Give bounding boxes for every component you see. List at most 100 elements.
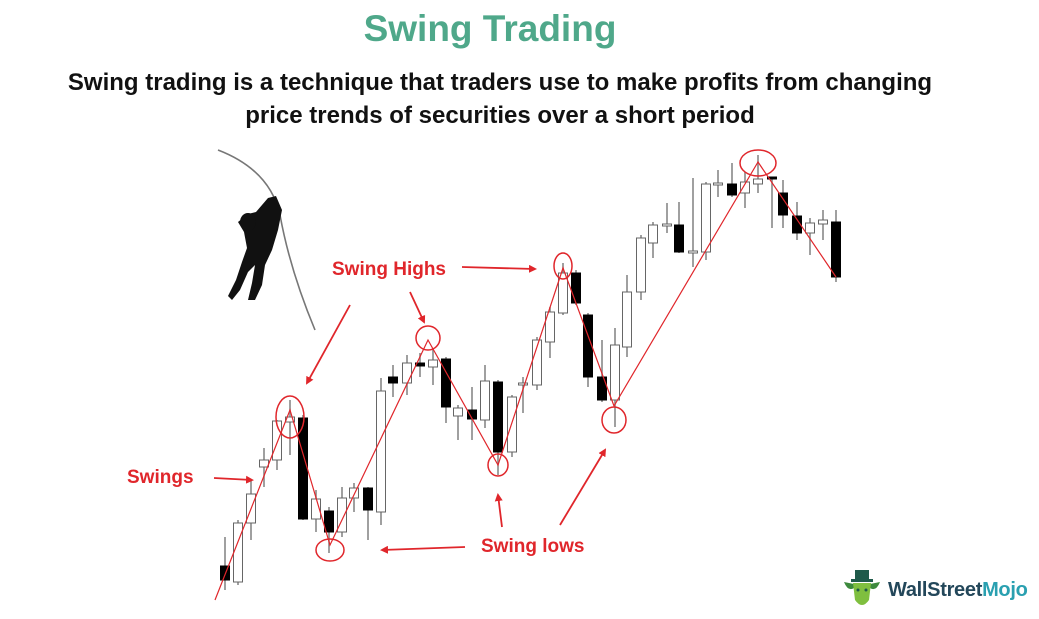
bearish-candle [831, 210, 841, 282]
arrow [559, 448, 607, 526]
candle-body [831, 221, 841, 278]
candle-body [636, 237, 646, 293]
bullish-candle [285, 400, 295, 455]
swing-high-circle [275, 395, 305, 439]
candle-body [233, 522, 243, 583]
candle-body [662, 223, 672, 227]
bearish-candle [220, 537, 230, 590]
bullish-candle [233, 520, 243, 585]
candle-body [740, 181, 750, 194]
candle-body [532, 339, 542, 386]
bullish-candle [545, 307, 555, 358]
swing-highs-label: Swing Highs [332, 259, 446, 280]
arrow [409, 291, 426, 324]
arrow [213, 475, 254, 484]
candle-body [402, 362, 412, 384]
candle-body [701, 183, 711, 253]
bullish-candle [272, 420, 282, 470]
subtitle-line-1: Swing trading is a technique that trader… [67, 69, 933, 96]
bullish-candle [805, 218, 815, 255]
swing-low-circle [315, 538, 345, 562]
bull-mascot-logo-icon [844, 570, 880, 605]
candle-body [337, 497, 347, 533]
candle-body [220, 565, 230, 581]
candle-body [583, 314, 593, 378]
subtitle: Swing trading is a technique that trader… [0, 66, 1000, 132]
candles [220, 155, 841, 590]
bullish-candle [610, 328, 620, 427]
bullish-candle [648, 222, 658, 258]
candle-body [363, 487, 373, 511]
bullish-candle [753, 155, 763, 193]
bullish-candle [349, 483, 359, 512]
swing-low-circle [601, 406, 627, 434]
candle-body [597, 376, 607, 401]
bearish-candle [778, 180, 788, 228]
candle-body [428, 359, 438, 368]
candle-body [285, 416, 295, 423]
candle-body [753, 178, 763, 185]
bullish-candle [402, 355, 412, 395]
candle-body [349, 487, 359, 499]
bullish-candle [376, 378, 386, 525]
bullish-candle [337, 487, 347, 537]
bearish-candle [767, 176, 777, 228]
candle-body [259, 459, 269, 468]
candle-body [818, 219, 828, 225]
candle-body [480, 380, 490, 421]
arrow [494, 493, 503, 528]
candle-body [805, 222, 815, 234]
bullish-candle [518, 377, 528, 413]
bullish-candle [818, 210, 828, 240]
bullish-candle [688, 178, 698, 267]
bullish-candle [453, 405, 463, 440]
bullish-candle [507, 395, 517, 457]
swing-lows-label: Swing lows [481, 536, 585, 557]
candle-body [727, 183, 737, 196]
bearish-candle [792, 202, 802, 240]
logo-text-wallstreet: WallStreet [888, 578, 983, 601]
swings-label: Swings [127, 467, 194, 488]
candle-body [324, 510, 334, 533]
candle-body [507, 396, 517, 453]
climber-on-rope-icon [217, 149, 316, 331]
arrow [380, 545, 466, 554]
subtitle-line-2: price trends of securities over a short … [245, 102, 755, 129]
candle-body [571, 272, 581, 304]
candle-body [610, 344, 620, 401]
candle-body [792, 215, 802, 234]
bearish-candle [674, 202, 684, 253]
bullish-candle [713, 170, 723, 197]
candle-body [272, 420, 282, 461]
swing-high-circle [739, 149, 777, 177]
bullish-candle [701, 182, 711, 260]
bearish-candle [727, 163, 737, 197]
bullish-candle [662, 203, 672, 233]
bearish-candle [324, 507, 334, 553]
candle-body [778, 192, 788, 216]
bullish-candle [622, 275, 632, 357]
candle-body [558, 272, 568, 314]
swing-high-circle [415, 325, 441, 351]
candle-body [688, 250, 698, 254]
candle-body [545, 311, 555, 343]
candle-body [767, 176, 777, 180]
candle-body [713, 182, 723, 186]
swing-zigzag-line [214, 160, 837, 601]
bearish-candle [363, 487, 373, 540]
candle-body [376, 390, 386, 513]
bearish-candle [441, 357, 451, 423]
bullish-candle [428, 350, 438, 385]
candle-body [453, 407, 463, 417]
candle-body [441, 358, 451, 408]
arrow [306, 304, 351, 385]
wallstreetmojo-logo: WallStreetMojo [842, 568, 1028, 612]
candle-body [493, 381, 503, 453]
candle-body [648, 224, 658, 244]
swing-low-circle [487, 453, 509, 477]
swing-high-circle [553, 252, 573, 280]
bullish-candle [480, 365, 490, 428]
bullish-candle [636, 235, 646, 300]
logo-text-mojo: Mojo [982, 578, 1028, 601]
candle-body [518, 382, 528, 386]
